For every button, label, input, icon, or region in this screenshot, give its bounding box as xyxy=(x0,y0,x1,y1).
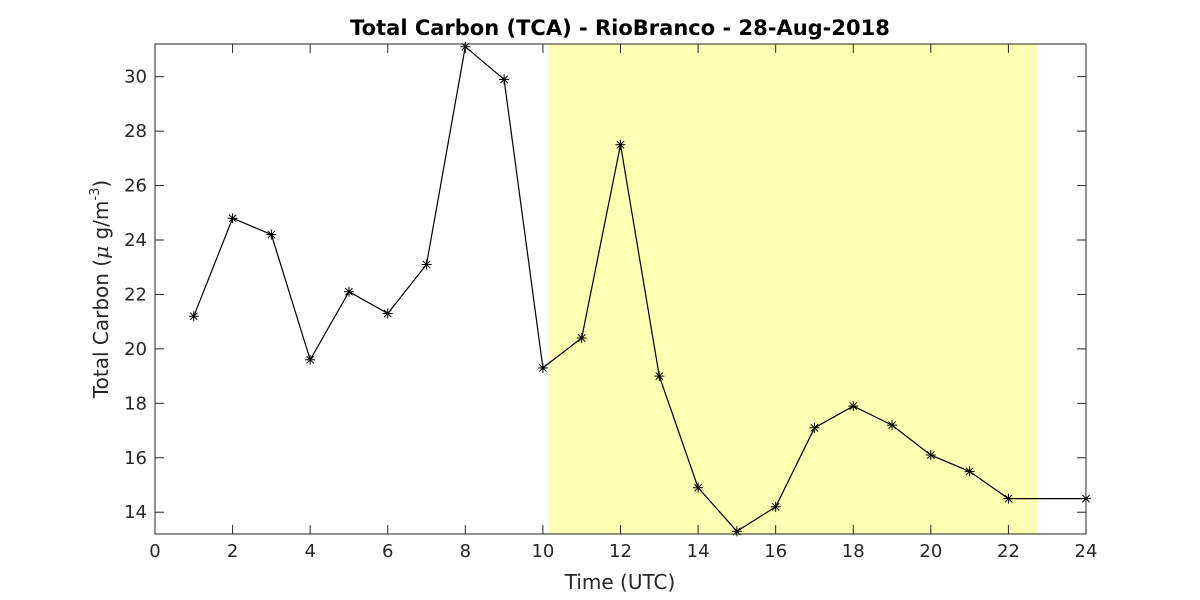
data-point xyxy=(576,333,587,343)
data-point xyxy=(654,371,665,382)
y-axis-label-suffix: ) xyxy=(89,180,113,188)
y-axis-label-mu: μ xyxy=(89,246,113,259)
y-axis-label-exponent: -3 xyxy=(88,188,103,201)
data-point xyxy=(925,450,936,461)
data-point xyxy=(305,354,316,365)
data-point xyxy=(731,526,742,537)
y-ticks: 14 16 18 20 22 24 26 28 30 xyxy=(124,67,1086,523)
y-tick-label: 26 xyxy=(124,176,147,197)
x-tick-label: 22 xyxy=(997,541,1020,562)
x-tick-label: 0 xyxy=(149,541,160,562)
x-ticks: 0 2 4 6 8 10 12 14 16 18 20 22 24 xyxy=(149,44,1097,562)
y-axis-label-prefix: Total Carbon ( xyxy=(89,259,113,399)
x-tick-label: 12 xyxy=(609,541,632,562)
y-tick-label: 18 xyxy=(124,393,147,414)
data-point xyxy=(499,74,510,85)
x-tick-label: 2 xyxy=(227,541,238,562)
y-tick-label: 20 xyxy=(124,339,147,360)
data-point xyxy=(421,259,432,270)
y-tick-label: 14 xyxy=(124,502,147,523)
y-tick-label: 22 xyxy=(124,284,147,305)
x-tick-label: 4 xyxy=(304,541,315,562)
y-tick-label: 30 xyxy=(124,67,147,88)
x-tick-label: 8 xyxy=(460,541,471,562)
y-tick-label: 24 xyxy=(124,230,147,251)
x-tick-label: 20 xyxy=(919,541,942,562)
data-point xyxy=(537,362,548,373)
x-tick-label: 24 xyxy=(1075,541,1098,562)
data-point xyxy=(1003,493,1014,504)
data-point xyxy=(848,401,859,412)
chart-title: Total Carbon (TCA) - RioBranco - 28-Aug-… xyxy=(350,16,890,40)
data-point xyxy=(887,420,898,431)
y-tick-label: 28 xyxy=(124,121,147,142)
y-axis-label-unit: g/m xyxy=(89,201,113,246)
data-point xyxy=(382,308,393,319)
x-axis-label: Time (UTC) xyxy=(564,570,676,594)
data-point xyxy=(227,213,238,224)
data-point xyxy=(770,501,781,512)
data-point xyxy=(809,422,820,433)
y-tick-label: 16 xyxy=(124,448,147,469)
data-point xyxy=(188,311,199,322)
x-tick-label: 16 xyxy=(764,541,787,562)
data-point xyxy=(964,466,975,477)
x-tick-label: 14 xyxy=(687,541,710,562)
y-axis-label: Total Carbon (μ g/m-3) xyxy=(88,180,113,399)
x-tick-label: 6 xyxy=(382,541,393,562)
data-point xyxy=(266,229,277,240)
shaded-region xyxy=(548,44,1038,534)
data-point xyxy=(693,482,704,493)
x-tick-label: 18 xyxy=(842,541,865,562)
data-point xyxy=(343,286,354,297)
x-tick-label: 10 xyxy=(531,541,554,562)
data-point xyxy=(615,139,626,150)
